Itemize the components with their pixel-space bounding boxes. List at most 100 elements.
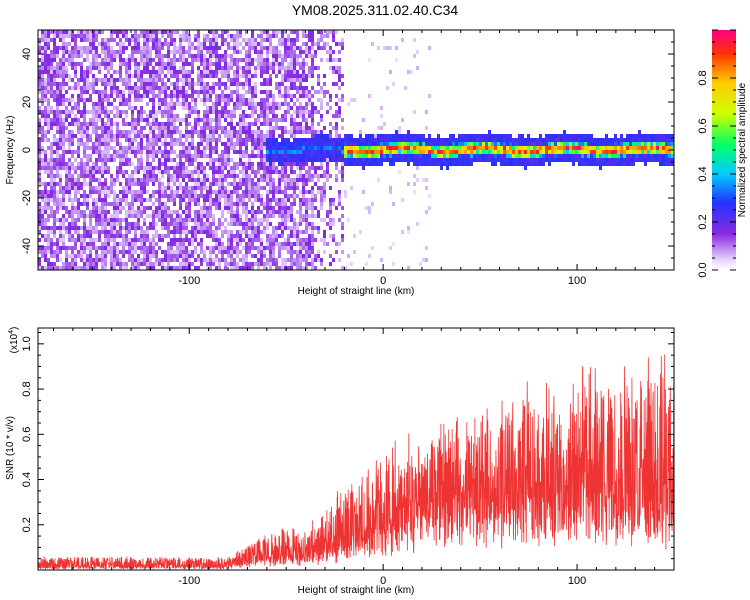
spectrogram-cell — [431, 154, 434, 158]
spectrogram-cell — [275, 46, 278, 50]
spectrogram-cell — [266, 150, 269, 154]
spectrogram-cell — [329, 54, 332, 58]
spectrogram-cell — [83, 226, 86, 230]
spectrogram-cell — [38, 250, 41, 254]
spectrogram-cell — [161, 42, 164, 46]
spectrogram-cell — [116, 262, 119, 266]
spectrogram-cell — [278, 214, 281, 218]
spectrogram-cell — [65, 174, 68, 178]
spectrogram-cell — [482, 158, 485, 162]
spectrogram-cell — [317, 134, 320, 138]
spectrogram-cell — [101, 182, 104, 186]
spectrogram-cell — [176, 86, 179, 90]
spectrogram-cell — [38, 246, 41, 250]
spectrogram-cell — [263, 138, 266, 142]
spectrogram-cell — [104, 262, 107, 266]
spectrogram-cell — [311, 178, 314, 182]
spectrogram-cell — [248, 86, 251, 90]
spectrogram-cell — [272, 186, 275, 190]
spectrogram-cell — [293, 58, 296, 62]
spectrogram-cell — [320, 102, 323, 106]
spectrogram-cell — [137, 142, 140, 146]
spectrogram-cell — [131, 54, 134, 58]
spectrogram-cell — [155, 42, 158, 46]
spectrogram-cell — [422, 178, 425, 182]
spectrogram-cell — [158, 46, 161, 50]
spectrogram-cell — [110, 78, 113, 82]
spectrogram-cell — [41, 134, 44, 138]
spectrogram-cell — [167, 70, 170, 74]
spectrogram-cell — [188, 146, 191, 150]
spectrogram-cell — [296, 194, 299, 198]
spectrogram-cell — [275, 190, 278, 194]
spectrogram-cell — [116, 258, 119, 262]
spectrogram-cell — [92, 242, 95, 246]
spectrogram-cell — [101, 82, 104, 86]
spectrogram-cell — [68, 166, 71, 170]
spectrogram-cell — [113, 150, 116, 154]
spectrogram-cell — [311, 146, 314, 150]
spectrogram-cell — [71, 66, 74, 70]
spectrogram-cell — [224, 206, 227, 210]
spectrogram-cell — [62, 74, 65, 78]
spectrogram-cell — [155, 74, 158, 78]
spectrogram-cell — [143, 78, 146, 82]
spectrogram-cell — [236, 234, 239, 238]
spectrogram-cell — [188, 106, 191, 110]
spectrogram-cell — [62, 234, 65, 238]
spectrogram-cell — [320, 154, 323, 158]
spectrogram-cell — [431, 150, 434, 154]
spectrogram-cell — [281, 262, 284, 266]
spectrogram-cell — [203, 102, 206, 106]
spectrogram-cell — [248, 246, 251, 250]
spectrogram-cell — [365, 146, 368, 150]
spectrogram-cell — [389, 138, 392, 142]
spectrogram-cell — [209, 162, 212, 166]
spectrogram-cell — [77, 110, 80, 114]
spectrogram-cell — [428, 194, 431, 198]
spectrogram-cell — [269, 74, 272, 78]
spectrogram-cell — [194, 54, 197, 58]
spectrogram-cell — [266, 106, 269, 110]
spectrogram-cell — [98, 238, 101, 242]
spectrogram-cell — [140, 226, 143, 230]
spectrogram-cell — [254, 182, 257, 186]
spectrogram-cell — [83, 150, 86, 154]
spectrogram-cell — [65, 90, 68, 94]
spectrogram-cell — [299, 110, 302, 114]
spectrogram-cell — [446, 142, 449, 146]
spectrogram-cell — [131, 150, 134, 154]
spectrogram-cell — [173, 62, 176, 66]
spectrogram-cell — [44, 66, 47, 70]
spectrogram-cell — [158, 194, 161, 198]
spectrogram-cell — [269, 246, 272, 250]
spectrogram-cell — [329, 226, 332, 230]
spectrogram-cell — [254, 194, 257, 198]
spectrogram-cell — [227, 182, 230, 186]
spectrogram-cell — [263, 230, 266, 234]
spectrogram-cell — [209, 182, 212, 186]
spectrogram-cell — [287, 86, 290, 90]
spectrogram-cell — [71, 226, 74, 230]
spectrogram-cell — [230, 194, 233, 198]
spectrogram-cell — [314, 198, 317, 202]
spectrogram-cell — [425, 150, 428, 154]
spectrogram-cell — [269, 46, 272, 50]
spectrogram-cell — [245, 246, 248, 250]
spectrogram-cell — [170, 50, 173, 54]
spectrogram-cell — [140, 166, 143, 170]
spectrogram-cell — [110, 178, 113, 182]
spectrogram-cell — [215, 94, 218, 98]
spectrogram-cell — [248, 38, 251, 42]
spectrogram-cell — [497, 150, 500, 154]
spectrogram-cell — [209, 258, 212, 262]
spectrogram-cell — [74, 62, 77, 66]
spectrogram-cell — [38, 166, 41, 170]
spectrogram-cell — [494, 138, 497, 142]
spectrogram-cell — [209, 266, 212, 270]
spectrogram-cell — [143, 94, 146, 98]
spectrogram-cell — [335, 206, 338, 210]
spectrogram-cell — [302, 146, 305, 150]
spectrogram-cell — [83, 178, 86, 182]
spectrogram-cell — [65, 138, 68, 142]
